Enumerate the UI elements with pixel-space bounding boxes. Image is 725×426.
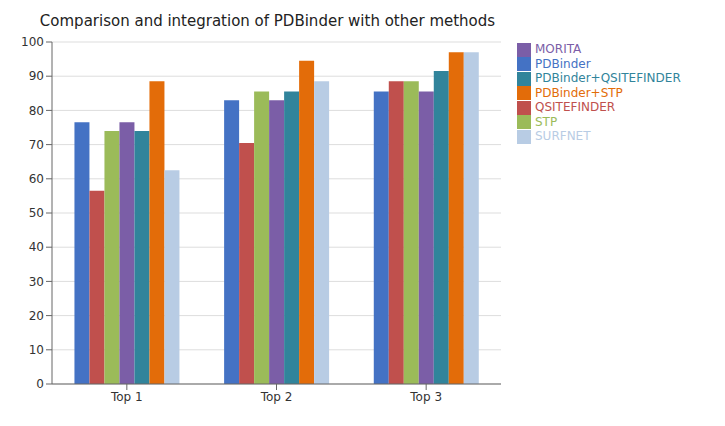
svg-text:50: 50: [29, 206, 44, 220]
svg-text:90: 90: [29, 69, 44, 83]
svg-text:60: 60: [29, 172, 44, 186]
svg-text:100: 100: [21, 35, 44, 49]
svg-text:80: 80: [29, 104, 44, 118]
svg-text:20: 20: [29, 309, 44, 323]
html-text:PDBinder+STP: PDBinder+STP: [535, 85, 623, 100]
svg-text:70: 70: [29, 138, 44, 152]
svg-text:30: 30: [29, 275, 44, 289]
html-text:SURFNET: SURFNET: [535, 129, 591, 143]
svg-text:Top 3: Top 3: [409, 390, 442, 404]
html-text:MORITA: MORITA: [535, 42, 582, 56]
html-text:STP: STP: [535, 114, 558, 129]
svg-text:40: 40: [29, 240, 44, 254]
svg-text:0: 0: [36, 377, 44, 391]
html-text:PDBinder+QSITEFINDER: PDBinder+QSITEFINDER: [535, 71, 681, 85]
html-text:QSITEFINDER: QSITEFINDER: [535, 100, 616, 114]
html-text:PDBinder: PDBinder: [535, 56, 591, 71]
svg-text:Top 2: Top 2: [260, 390, 293, 404]
html-text:Comparison and integration of: Comparison and integration of PDBinder w…: [39, 12, 496, 30]
svg-text:10: 10: [29, 343, 44, 357]
svg-text:Top 1: Top 1: [110, 390, 143, 404]
